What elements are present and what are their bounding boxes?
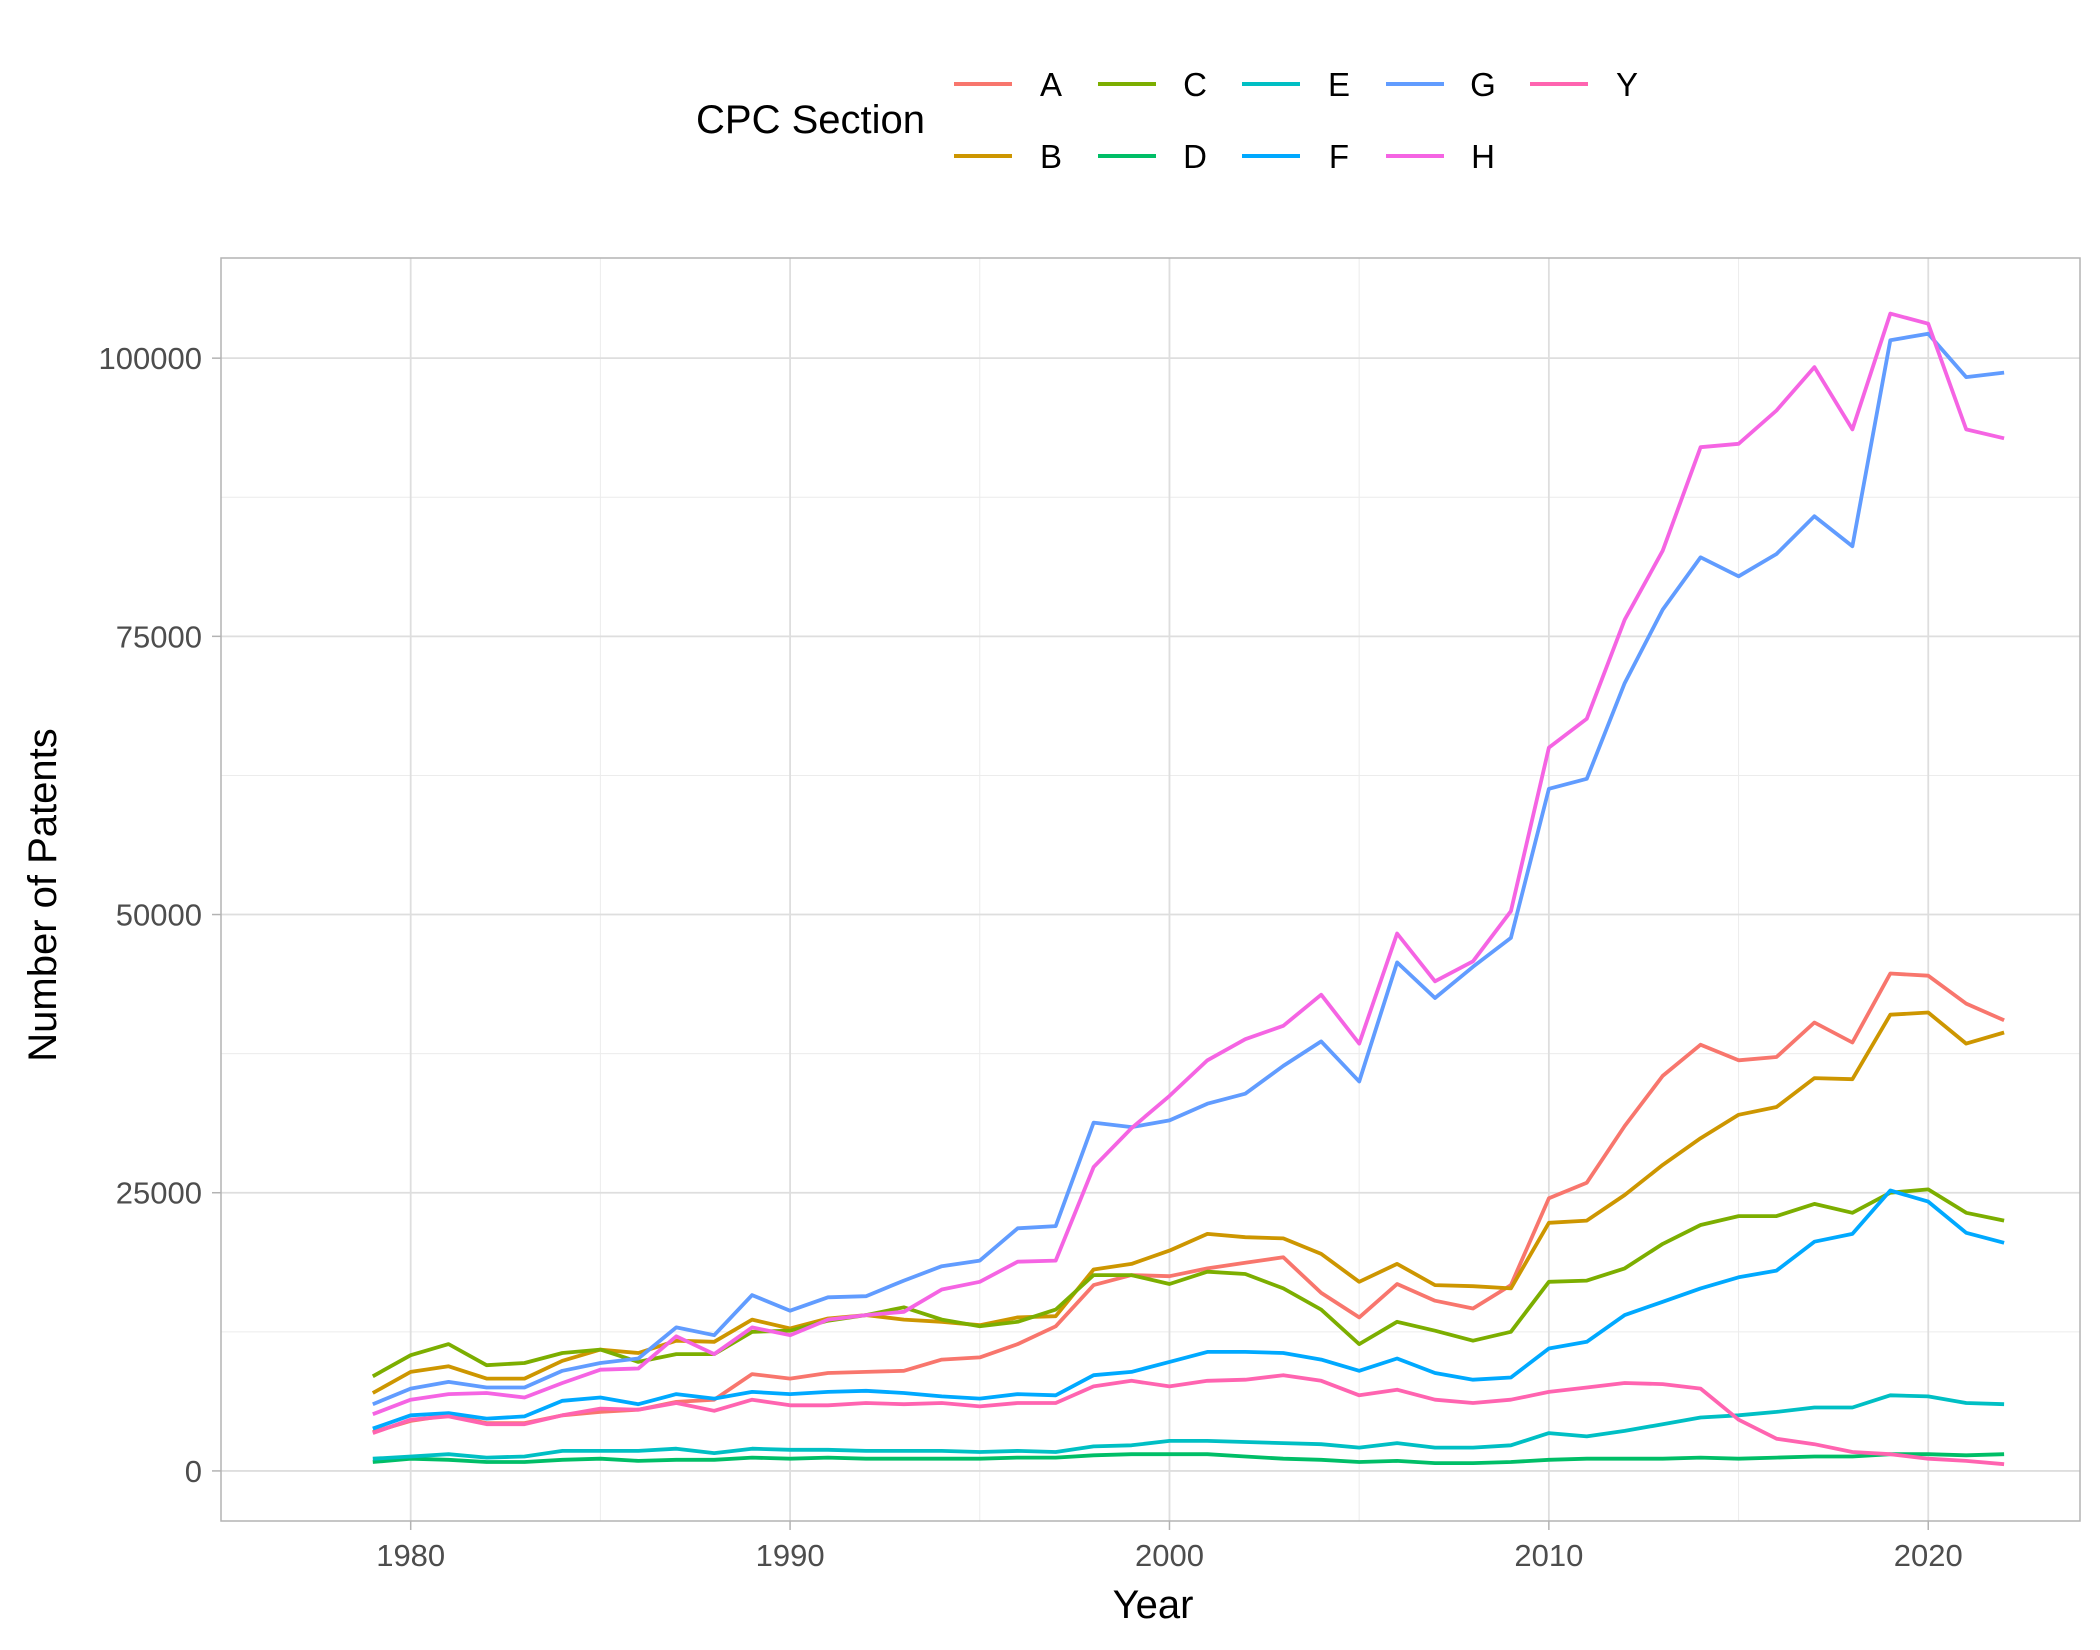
legend-title: CPC Section: [696, 98, 925, 142]
legend-item-E: E: [1242, 66, 1350, 103]
y-tick-label: 75000: [116, 619, 202, 654]
legend-label-H: H: [1471, 138, 1495, 175]
legend-label-G: G: [1470, 66, 1496, 103]
legend-item-H: H: [1386, 138, 1495, 175]
x-tick-label: 2000: [1135, 1538, 1204, 1573]
y-tick-label: 100000: [99, 341, 202, 376]
legend-label-Y: Y: [1616, 66, 1638, 103]
legend: CPC Section AB CD EF GH Y: [696, 66, 1638, 175]
legend-item-A: A: [954, 66, 1062, 103]
x-tick-label: 1990: [756, 1538, 825, 1573]
y-axis-ticks: 0 25000 50000 75000 100000: [99, 341, 221, 1489]
x-tick-label: 2020: [1894, 1538, 1963, 1573]
legend-label-C: C: [1183, 66, 1207, 103]
legend-label-B: B: [1040, 138, 1062, 175]
y-axis-title: Number of Patents: [21, 728, 65, 1062]
x-tick-label: 1980: [376, 1538, 445, 1573]
legend-item-B: B: [954, 138, 1062, 175]
y-tick-label: 25000: [116, 1176, 202, 1211]
legend-label-D: D: [1183, 138, 1207, 175]
legend-item-C: C: [1098, 66, 1207, 103]
x-axis-ticks: 1980 1990 2000 2010 2020: [376, 1521, 1963, 1573]
legend-item-F: F: [1242, 138, 1349, 175]
legend-item-D: D: [1098, 138, 1207, 175]
legend-label-E: E: [1328, 66, 1350, 103]
legend-item-G: G: [1386, 66, 1496, 103]
legend-label-F: F: [1329, 138, 1349, 175]
legend-item-Y: Y: [1530, 66, 1638, 103]
legend-items: AB CD EF GH Y: [954, 66, 1638, 175]
x-axis-title: Year: [1113, 1583, 1194, 1627]
x-tick-label: 2010: [1514, 1538, 1583, 1573]
legend-label-A: A: [1040, 66, 1062, 103]
y-tick-label: 0: [185, 1454, 202, 1489]
y-tick-label: 50000: [116, 898, 202, 933]
